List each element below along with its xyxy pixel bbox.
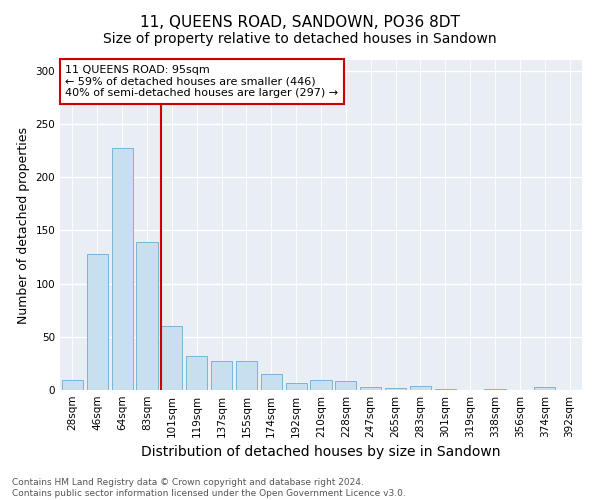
Bar	[435, 389, 456, 390]
Bar	[484, 389, 506, 390]
Bar	[310, 380, 332, 390]
Bar	[161, 326, 182, 390]
Bar	[286, 382, 307, 390]
Bar	[236, 362, 257, 390]
Bar	[534, 387, 555, 390]
Bar	[410, 386, 431, 390]
Text: Contains HM Land Registry data © Crown copyright and database right 2024.
Contai: Contains HM Land Registry data © Crown c…	[12, 478, 406, 498]
Bar	[136, 242, 158, 390]
Bar	[62, 380, 83, 390]
Y-axis label: Number of detached properties: Number of detached properties	[17, 126, 30, 324]
Bar	[87, 254, 108, 390]
Text: 11 QUEENS ROAD: 95sqm
← 59% of detached houses are smaller (446)
40% of semi-det: 11 QUEENS ROAD: 95sqm ← 59% of detached …	[65, 65, 338, 98]
Bar	[385, 388, 406, 390]
Bar	[335, 382, 356, 390]
Text: Size of property relative to detached houses in Sandown: Size of property relative to detached ho…	[103, 32, 497, 46]
X-axis label: Distribution of detached houses by size in Sandown: Distribution of detached houses by size …	[141, 446, 501, 460]
Bar	[211, 362, 232, 390]
Text: 11, QUEENS ROAD, SANDOWN, PO36 8DT: 11, QUEENS ROAD, SANDOWN, PO36 8DT	[140, 15, 460, 30]
Bar	[186, 356, 207, 390]
Bar	[261, 374, 282, 390]
Bar	[360, 387, 381, 390]
Bar	[112, 148, 133, 390]
